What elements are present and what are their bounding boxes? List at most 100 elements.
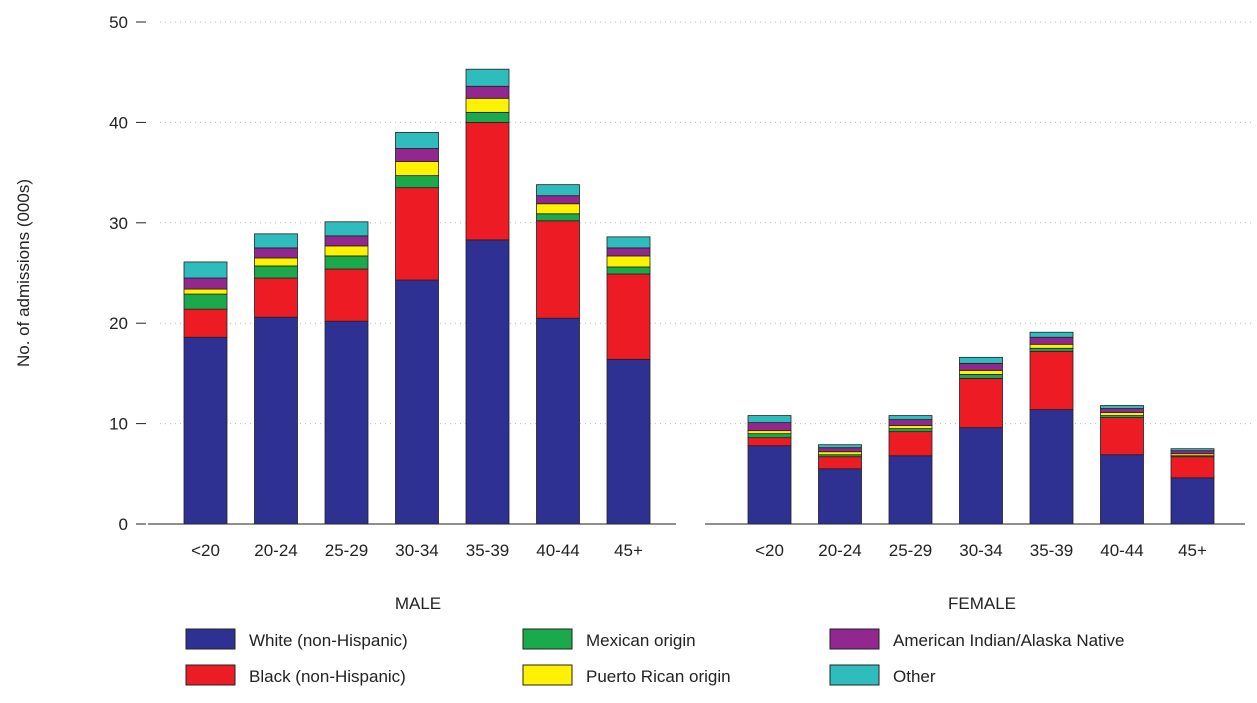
x-tick-label: 45+ <box>1178 541 1207 560</box>
bar-segment <box>606 358 651 525</box>
bar-segment <box>1029 409 1074 525</box>
bar-segment <box>888 425 933 430</box>
bar-segment <box>959 369 1003 375</box>
bar-segment <box>747 422 792 432</box>
bar-segment <box>747 437 792 447</box>
legend-label: American Indian/Alaska Native <box>893 631 1125 650</box>
bar-segment <box>959 374 1003 379</box>
bar-segment <box>959 356 1003 364</box>
bar-segment <box>1029 347 1074 352</box>
bar-segment <box>324 255 369 270</box>
bar-segment <box>536 184 580 197</box>
bar-segment <box>1170 450 1215 455</box>
x-tick-label: 35-39 <box>466 541 509 560</box>
bar-segment <box>888 455 933 525</box>
bar-segment <box>183 308 228 338</box>
y-tick-label: 50 <box>109 13 128 32</box>
bar-segment <box>395 148 439 162</box>
bar-segment <box>1029 343 1074 349</box>
bar-segment <box>395 161 439 177</box>
bar-segment <box>395 187 439 281</box>
bar-segment <box>324 245 369 257</box>
bar-segment <box>465 85 510 99</box>
bar-segment <box>1100 408 1144 413</box>
legend-swatch <box>185 664 236 686</box>
bar-segment <box>324 320 369 525</box>
x-tick-label: 20-24 <box>818 541 861 560</box>
bar-segment <box>183 336 228 525</box>
legend-swatch <box>522 628 573 650</box>
bar-segment <box>1029 331 1074 338</box>
bar-segment <box>1100 412 1144 416</box>
bar-segment <box>747 433 792 439</box>
legend-swatch <box>185 628 236 650</box>
x-tick-label: 30-34 <box>395 541 438 560</box>
bar-segment <box>395 279 439 525</box>
bar-segment <box>183 277 228 290</box>
bar-segment <box>465 122 510 241</box>
bar-segment <box>606 273 651 360</box>
y-tick-label: 0 <box>119 515 128 534</box>
x-tick-label: 40-44 <box>536 541 579 560</box>
legend-label: Other <box>893 667 936 686</box>
bar-segment <box>254 257 298 267</box>
y-tick-label: 30 <box>109 214 128 233</box>
bar-segment <box>818 444 862 449</box>
bar-segment <box>536 213 580 222</box>
group-label: FEMALE <box>948 594 1016 613</box>
bar-segment <box>888 415 933 420</box>
bar-segment <box>183 261 228 279</box>
x-tick-label: 25-29 <box>325 541 368 560</box>
bar-segment <box>1100 417 1144 456</box>
bar-segment <box>254 233 298 249</box>
x-tick-label: 40-44 <box>1100 541 1143 560</box>
bar-segment <box>536 220 580 319</box>
bar-segment <box>818 456 862 470</box>
bar-segment <box>818 447 862 453</box>
bar-segment <box>959 378 1003 429</box>
bar-segment <box>324 268 369 322</box>
x-tick-label: 45+ <box>614 541 643 560</box>
bar-segment <box>959 362 1003 371</box>
bar-segment <box>1029 336 1074 345</box>
legend-swatch <box>522 664 573 686</box>
bar-segment <box>1100 454 1144 525</box>
bar-segment <box>465 68 510 87</box>
bar-segment <box>324 221 369 237</box>
bar-segment <box>536 195 580 205</box>
bar-segment <box>254 247 298 259</box>
bar-segment <box>395 132 439 149</box>
bar-segment <box>606 236 651 249</box>
x-tick-label: 25-29 <box>889 541 932 560</box>
legend-swatch <box>829 664 880 686</box>
bar-segment <box>254 316 298 525</box>
legend-swatch <box>829 628 880 650</box>
bar-segment <box>395 175 439 189</box>
x-tick-label: 20-24 <box>254 541 297 560</box>
bar-segment <box>818 468 862 525</box>
bar-segment <box>1170 448 1215 452</box>
bar-segment <box>254 265 298 279</box>
y-tick-label: 20 <box>109 314 128 333</box>
bar-segment <box>1170 477 1215 525</box>
bar-segment <box>747 415 792 423</box>
bar-segment <box>888 431 933 457</box>
bar-segment <box>888 428 933 433</box>
bar-segment <box>818 451 862 456</box>
bar-segment <box>1029 350 1074 410</box>
y-tick-label: 40 <box>109 113 128 132</box>
bar-segment <box>254 277 298 318</box>
bar-segment <box>183 293 228 310</box>
legend-label: White (non-Hispanic) <box>249 631 408 650</box>
y-axis-label: No. of admissions (000s) <box>14 179 33 367</box>
bar-segment <box>606 255 651 268</box>
group-label: MALE <box>395 594 441 613</box>
bar-segment <box>747 445 792 525</box>
bar-segment <box>536 317 580 525</box>
bar-segment <box>606 247 651 257</box>
x-tick-label: <20 <box>191 541 220 560</box>
x-tick-label: <20 <box>755 541 784 560</box>
bar-segment <box>324 235 369 247</box>
